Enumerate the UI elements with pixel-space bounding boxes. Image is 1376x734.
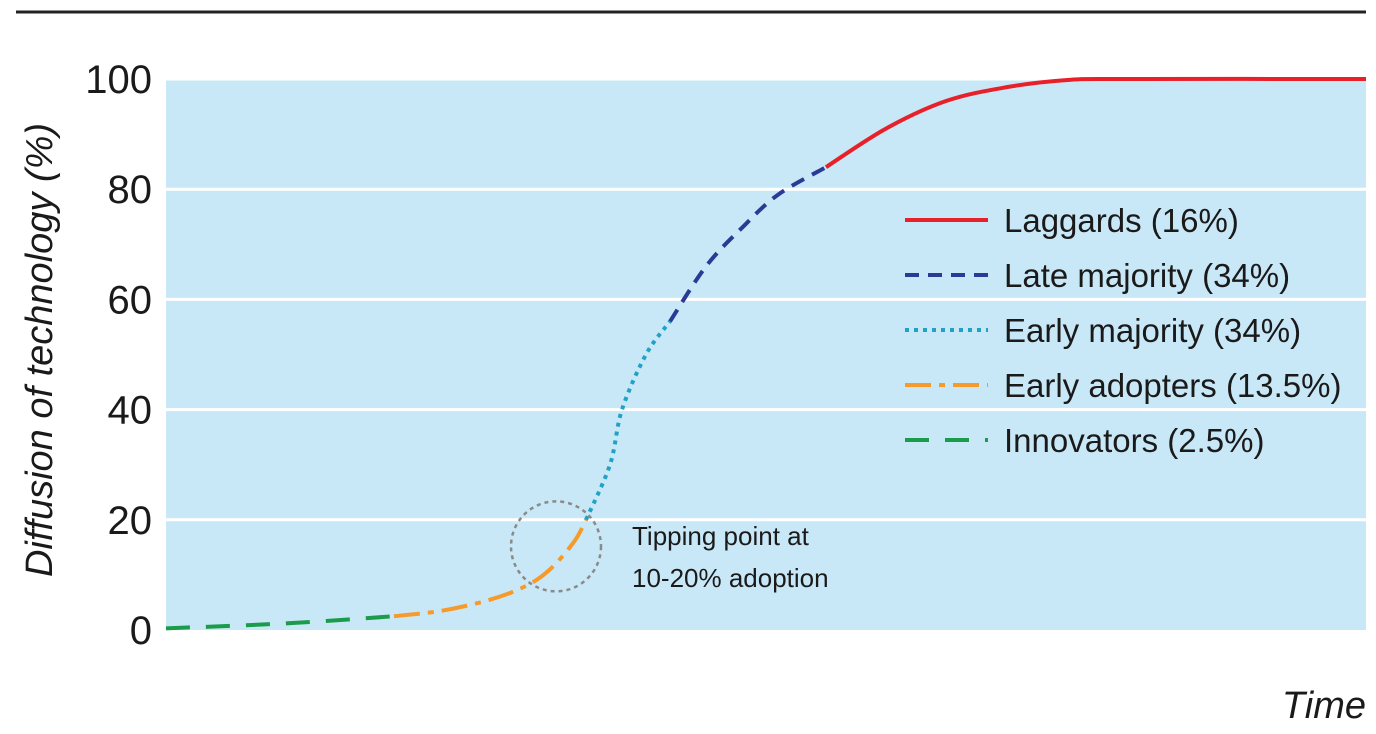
y-tick-label: 60: [108, 278, 153, 322]
tipping-point-marker: [509, 500, 603, 593]
series-line-innovators: [165, 614, 395, 631]
legend-label-laggards: Laggards (16%): [1004, 202, 1239, 239]
y-tick-label: 100: [85, 58, 152, 102]
series-lines: [165, 76, 1367, 631]
annotation-line-2: 10-20% adoption: [632, 563, 829, 593]
y-tick-label: 0: [130, 609, 152, 653]
legend-label-innovators: Innovators (2.5%): [1004, 422, 1264, 459]
series-line-laggards: [824, 76, 1367, 169]
y-axis-label: Diffusion of technology (%): [19, 123, 61, 577]
series-line-early-adopters: [393, 518, 588, 619]
legend-label-late-majority: Late majority (34%): [1004, 257, 1290, 294]
series-line-early-majority: [584, 320, 672, 521]
y-tick-label: 40: [108, 389, 153, 433]
annotation-line-1: Tipping point at: [632, 521, 810, 551]
y-tick-label: 80: [108, 168, 153, 212]
legend-label-early-adopters: Early adopters (13.5%): [1004, 367, 1342, 404]
series-line-late-majority: [668, 165, 827, 323]
legend: Laggards (16%) Late majority (34%) Early m…: [905, 202, 1342, 459]
plot-background: [166, 79, 1366, 630]
legend-label-early-majority: Early majority (34%): [1004, 312, 1301, 349]
y-tick-labels: 0 20 40 60 80 100: [85, 58, 152, 653]
y-tick-label: 20: [108, 499, 153, 543]
x-axis-label: Time: [1282, 685, 1366, 727]
